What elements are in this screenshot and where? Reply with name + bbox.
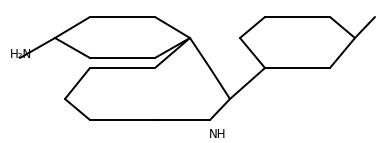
Text: H₂N: H₂N xyxy=(10,48,32,61)
Text: NH: NH xyxy=(209,128,227,141)
